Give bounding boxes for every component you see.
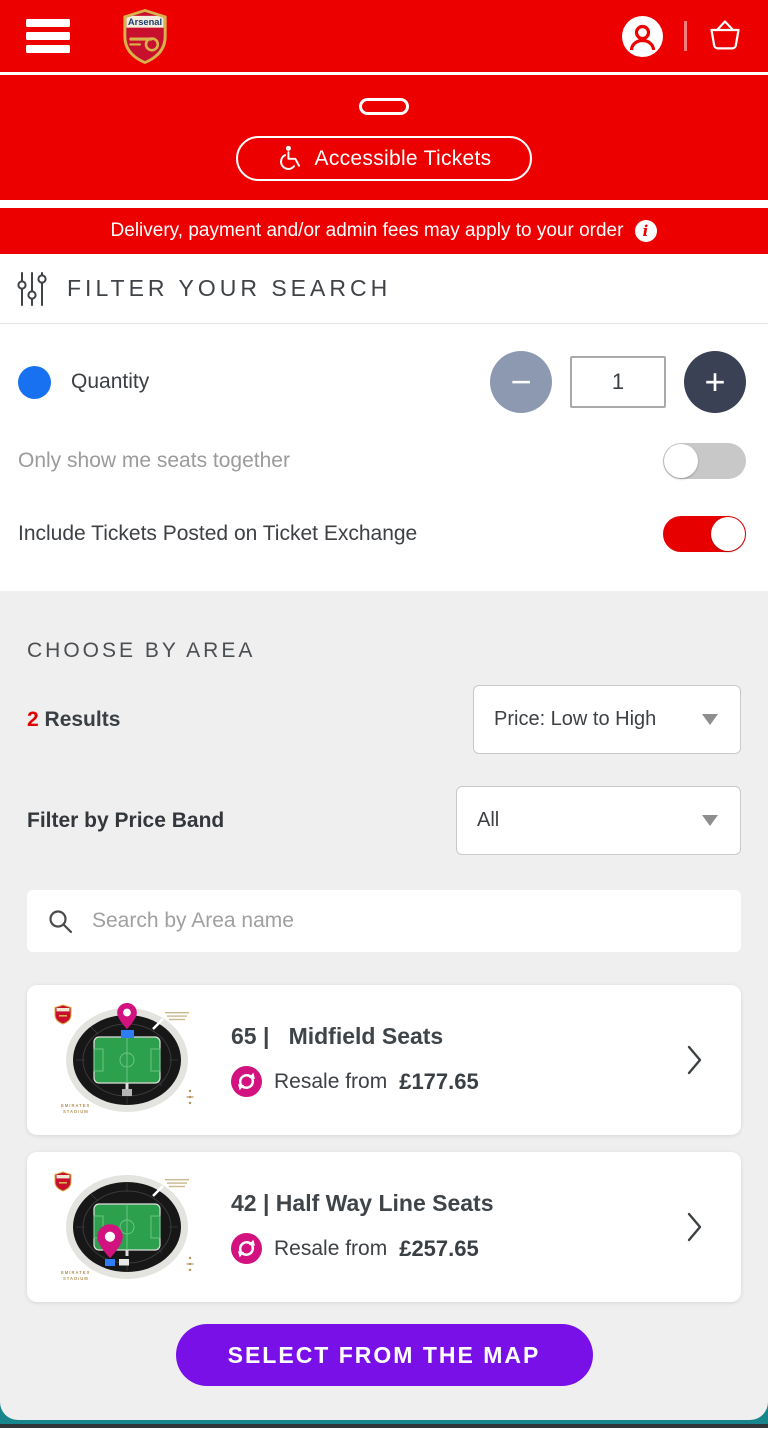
card-text: 65 | Midfield Seats Resale from [231, 1023, 479, 1097]
resale-price: £177.65 [399, 1068, 479, 1094]
chevron-right-icon[interactable] [681, 1211, 707, 1243]
quantity-bullet-icon [18, 365, 51, 399]
price-band-dropdown[interactable]: All [456, 786, 741, 855]
area-name: 42 | Half Way Line Seats [231, 1190, 494, 1216]
plus-icon: + [704, 361, 726, 402]
caret-down-icon [702, 815, 718, 826]
quantity-input[interactable] [570, 356, 666, 408]
card-text: 42 | Half Way Line Seats Resale fr [231, 1190, 494, 1264]
sheet-header: Accessible Tickets [0, 75, 768, 200]
filter-sliders-icon [17, 271, 47, 306]
minus-icon: − [510, 361, 532, 402]
resale-prefix: Resale from [274, 1069, 388, 1093]
filter-controls: Quantity − + Only show me seats together… [0, 324, 768, 591]
header-divider [684, 21, 687, 51]
resale-prefix: Resale from [274, 1236, 388, 1260]
compass-icon [186, 1089, 194, 1105]
area-title: CHOOSE BY AREA [27, 639, 256, 662]
basket-icon[interactable] [708, 19, 742, 53]
section-gap [0, 200, 768, 208]
sort-dropdown[interactable]: Price: Low to High [473, 685, 741, 754]
location-pin-icon [97, 1224, 123, 1259]
quantity-row: Quantity − + [18, 324, 746, 413]
area-name: 65 | Midfield Seats [231, 1023, 444, 1049]
accessible-tickets-label: Accessible Tickets [314, 146, 492, 170]
filter-section-header: FILTER YOUR SEARCH [0, 254, 768, 324]
fees-notice-banner: Delivery, payment and/or admin fees may … [0, 208, 768, 254]
svg-text:STADIUM: STADIUM [63, 1276, 89, 1281]
drag-handle[interactable] [359, 98, 409, 115]
svg-text:STADIUM: STADIUM [63, 1109, 89, 1114]
price-band-label: Filter by Price Band [27, 808, 225, 832]
results-count: 2 [27, 707, 39, 731]
ticket-exchange-row: Include Tickets Posted on Ticket Exchang… [18, 516, 746, 552]
info-icon[interactable]: i [635, 220, 658, 242]
filter-title: FILTER YOUR SEARCH [67, 275, 392, 301]
fees-notice-text: Delivery, payment and/or admin fees may … [110, 220, 624, 241]
location-pin-icon [117, 1003, 137, 1029]
quantity-increase-button[interactable]: + [684, 351, 746, 413]
stadium-map-thumbnail: EMIRATES STADIUM [54, 1003, 194, 1114]
top-app-bar: Arsenal [0, 0, 768, 75]
chevron-right-icon[interactable] [681, 1044, 707, 1076]
results-count-text: 2 Results [27, 708, 120, 732]
arsenal-logo[interactable]: Arsenal [120, 8, 170, 65]
results-row: 2 Results Price: Low to High [27, 685, 741, 754]
select-from-map-button[interactable]: SELECT FROM THE MAP [175, 1324, 593, 1386]
bottom-edge [0, 1424, 768, 1428]
area-result-card[interactable]: EMIRATES STADIUM 42 | Half Way Line Seat… [27, 1152, 741, 1302]
price-band-value: All [477, 809, 500, 831]
area-result-card[interactable]: EMIRATES STADIUM 65 | Midfield Seats [27, 985, 741, 1135]
resale-icon [231, 1066, 262, 1097]
choose-by-area-panel: CHOOSE BY AREA 2 Results Price: Low to H… [0, 591, 768, 1420]
resale-icon [231, 1233, 262, 1264]
quantity-label: Quantity [71, 370, 150, 393]
ticket-exchange-label: Include Tickets Posted on Ticket Exchang… [18, 522, 418, 545]
stadium-map-thumbnail: EMIRATES STADIUM [54, 1171, 194, 1281]
svg-text:EMIRATES: EMIRATES [61, 1270, 90, 1275]
quantity-decrease-button[interactable]: − [490, 351, 552, 413]
accessible-tickets-button[interactable]: Accessible Tickets [236, 136, 532, 181]
area-search-input[interactable] [92, 890, 741, 952]
svg-text:EMIRATES: EMIRATES [61, 1103, 90, 1108]
seats-together-toggle[interactable] [663, 443, 746, 479]
seats-together-label: Only show me seats together [18, 449, 290, 472]
results-label: Results [38, 707, 121, 731]
sort-value: Price: Low to High [494, 708, 657, 730]
area-search-box [27, 890, 741, 952]
hamburger-menu-icon[interactable] [26, 19, 70, 53]
logo-wordmark: Arsenal [128, 17, 162, 27]
price-band-row: Filter by Price Band All [27, 786, 741, 855]
compass-icon [186, 1256, 194, 1272]
wheelchair-icon [279, 145, 300, 170]
account-icon[interactable] [622, 15, 663, 57]
caret-down-icon [702, 714, 718, 725]
resale-price: £257.65 [399, 1235, 479, 1261]
area-section-wrap: CHOOSE BY AREA 2 Results Price: Low to H… [0, 591, 768, 1428]
mini-crest-icon [54, 1004, 72, 1025]
ticket-exchange-toggle[interactable] [663, 516, 746, 552]
search-icon [49, 909, 73, 933]
mini-crest-icon [54, 1171, 72, 1192]
seats-together-row: Only show me seats together [18, 443, 746, 479]
